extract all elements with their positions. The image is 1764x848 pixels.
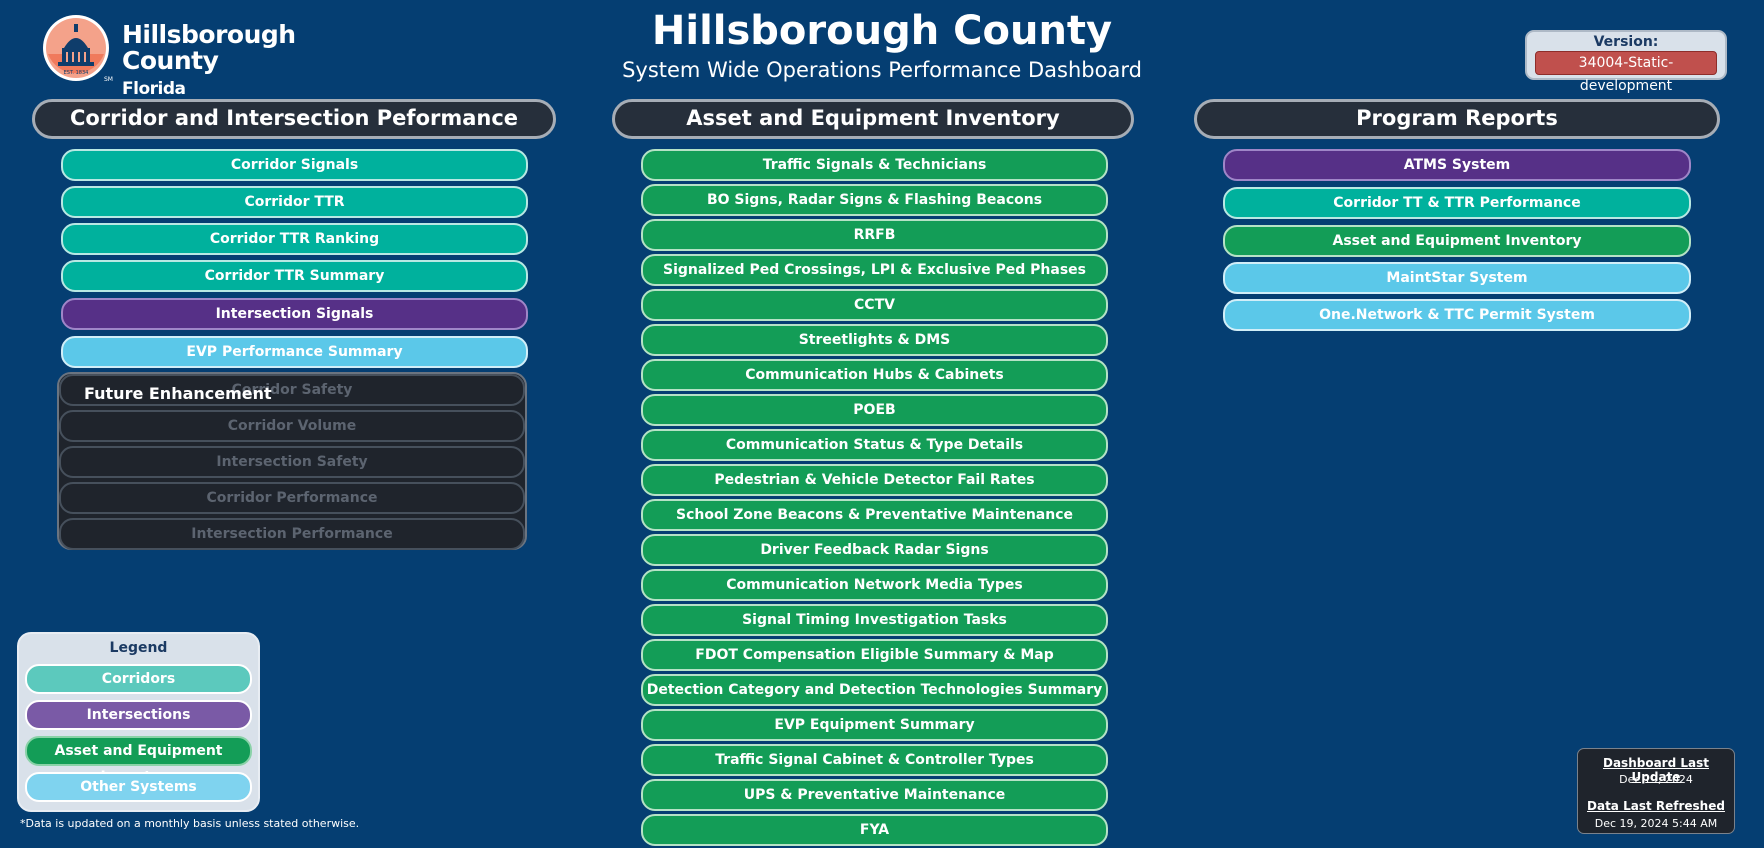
future-item-corridor-safety: Corridor Safety (59, 374, 525, 406)
county-logo: EST. 1834 Hillsborough County Florida SM (42, 14, 296, 98)
dashboard-last-update-label: Dashboard Last Update (1603, 756, 1709, 784)
version-badge: 34004-Static-development (1535, 51, 1717, 94)
page-title: Hillsborough County (651, 8, 1113, 54)
corridor-button-intersection-signals[interactable]: Intersection Signals (61, 298, 528, 330)
legend-item-intersections: Intersections (25, 700, 252, 730)
asset-button-traffic-signal-cabinet-and-controller-types[interactable]: Traffic Signal Cabinet & Controller Type… (641, 744, 1108, 776)
asset-button-driver-feedback-radar-signs[interactable]: Driver Feedback Radar Signs (641, 534, 1108, 566)
future-item-corridor-performance: Corridor Performance (59, 482, 525, 514)
program-button-maintstar-system[interactable]: MaintStar System (1223, 262, 1691, 294)
asset-button-fdot-compensation-eligible-summary-and-map[interactable]: FDOT Compensation Eligible Summary & Map (641, 639, 1108, 671)
logo-service-mark: SM (104, 76, 113, 83)
corridor-button-evp-performance-summary[interactable]: EVP Performance Summary (61, 336, 528, 368)
section-header-corridor: Corridor and Intersection Peformance (32, 99, 556, 139)
version-label: Version: (1593, 34, 1659, 50)
asset-button-poeb[interactable]: POEB (641, 394, 1108, 426)
asset-button-communication-network-media-types[interactable]: Communication Network Media Types (641, 569, 1108, 601)
asset-button-bo-signs-radar-signs-and-flashing-beacons[interactable]: BO Signs, Radar Signs & Flashing Beacons (641, 184, 1108, 216)
program-button-asset-and-equipment-inventory[interactable]: Asset and Equipment Inventory (1223, 225, 1691, 257)
asset-button-pedestrian-and-vehicle-detector-fail-rates[interactable]: Pedestrian & Vehicle Detector Fail Rates (641, 464, 1108, 496)
page-subtitle: System Wide Operations Performance Dashb… (622, 58, 1142, 82)
asset-button-communication-hubs-and-cabinets[interactable]: Communication Hubs & Cabinets (641, 359, 1108, 391)
corridor-button-corridor-signals[interactable]: Corridor Signals (61, 149, 528, 181)
corridor-button-corridor-ttr-ranking[interactable]: Corridor TTR Ranking (61, 223, 528, 255)
dashboard-last-update-value: Dec 19, 2024 (1619, 773, 1693, 786)
logo-name-line2: County Florida (122, 46, 219, 99)
corridor-button-corridor-ttr-summary[interactable]: Corridor TTR Summary (61, 260, 528, 292)
program-button-one-network-and-ttc-permit-system[interactable]: One.Network & TTC Permit System (1223, 299, 1691, 331)
program-button-corridor-tt-and-ttr-performance[interactable]: Corridor TT & TTR Performance (1223, 187, 1691, 219)
future-item-intersection-performance: Intersection Performance (59, 518, 525, 550)
legend-item-corridors: Corridors (25, 664, 252, 694)
section-header-asset: Asset and Equipment Inventory (612, 99, 1134, 139)
asset-button-cctv[interactable]: CCTV (641, 289, 1108, 321)
asset-button-traffic-signals-and-technicians[interactable]: Traffic Signals & Technicians (641, 149, 1108, 181)
asset-button-detection-category-and-detection-technologies-summary[interactable]: Detection Category and Detection Technol… (641, 674, 1108, 706)
legend-item-asset-and-equipment-inventory: Asset and Equipment Inventory (25, 736, 252, 785)
logo-name-line1: Hillsborough (122, 20, 296, 49)
asset-button-evp-equipment-summary[interactable]: EVP Equipment Summary (641, 709, 1108, 741)
svg-text:EST. 1834: EST. 1834 (64, 70, 89, 76)
program-button-atms-system[interactable]: ATMS System (1223, 149, 1691, 181)
asset-button-ups-and-preventative-maintenance[interactable]: UPS & Preventative Maintenance (641, 779, 1108, 811)
data-update-footnote: *Data is updated on a monthly basis unle… (20, 817, 360, 830)
last-update-box: Dashboard Last Update Dec 19, 2024 Data … (1577, 748, 1735, 834)
asset-button-streetlights-and-dms[interactable]: Streetlights & DMS (641, 324, 1108, 356)
data-last-refreshed-label: Data Last Refreshed (1587, 799, 1725, 813)
future-item-intersection-safety: Intersection Safety (59, 446, 525, 478)
legend-title: Legend (109, 640, 168, 656)
legend-item-other-systems: Other Systems (25, 772, 252, 802)
future-item-corridor-volume: Corridor Volume (59, 410, 525, 442)
asset-button-communication-status-and-type-details[interactable]: Communication Status & Type Details (641, 429, 1108, 461)
asset-button-school-zone-beacons-and-preventative-maintenance[interactable]: School Zone Beacons & Preventative Maint… (641, 499, 1108, 531)
future-enhancement-label: Future Enhancement (84, 384, 272, 403)
asset-button-signalized-ped-crossings-lpi-and-exclusive-ped-phases[interactable]: Signalized Ped Crossings, LPI & Exclusiv… (641, 254, 1108, 286)
version-box: Version: 34004-Static-development (1525, 30, 1727, 94)
county-seal-icon: EST. 1834 (43, 15, 109, 81)
corridor-button-corridor-ttr[interactable]: Corridor TTR (61, 186, 528, 218)
asset-button-signal-timing-investigation-tasks[interactable]: Signal Timing Investigation Tasks (641, 604, 1108, 636)
asset-button-fya[interactable]: FYA (641, 814, 1108, 846)
data-last-refreshed-value: Dec 19, 2024 5:44 AM (1594, 817, 1718, 830)
asset-button-rrfb[interactable]: RRFB (641, 219, 1108, 251)
section-header-program: Program Reports (1194, 99, 1720, 139)
